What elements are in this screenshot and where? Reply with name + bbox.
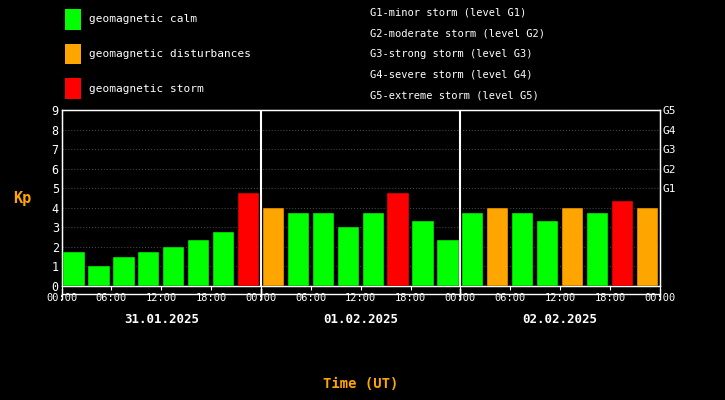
- Bar: [437, 240, 458, 286]
- Text: 01.02.2025: 01.02.2025: [323, 313, 398, 326]
- Bar: [188, 240, 210, 286]
- Bar: [288, 213, 309, 286]
- Bar: [463, 213, 484, 286]
- Text: G4-severe storm (level G4): G4-severe storm (level G4): [370, 70, 532, 80]
- Bar: [263, 208, 284, 286]
- Text: G2-moderate storm (level G2): G2-moderate storm (level G2): [370, 28, 544, 38]
- Text: geomagnetic disturbances: geomagnetic disturbances: [88, 49, 251, 59]
- Bar: [138, 252, 160, 286]
- Text: Time (UT): Time (UT): [323, 377, 398, 391]
- Bar: [163, 247, 184, 286]
- Bar: [338, 227, 359, 286]
- Bar: [487, 208, 508, 286]
- Text: geomagnetic storm: geomagnetic storm: [88, 84, 204, 94]
- Bar: [65, 78, 81, 99]
- Bar: [213, 232, 234, 286]
- Bar: [562, 208, 583, 286]
- Text: 02.02.2025: 02.02.2025: [523, 313, 597, 326]
- Text: geomagnetic calm: geomagnetic calm: [88, 14, 196, 24]
- Text: G3-strong storm (level G3): G3-strong storm (level G3): [370, 49, 532, 59]
- Text: G1-minor storm (level G1): G1-minor storm (level G1): [370, 7, 526, 17]
- Bar: [413, 221, 434, 286]
- Bar: [587, 213, 608, 286]
- Bar: [113, 257, 135, 286]
- Text: 31.01.2025: 31.01.2025: [124, 313, 199, 326]
- Bar: [312, 213, 334, 286]
- Bar: [65, 44, 81, 64]
- Bar: [637, 208, 658, 286]
- Text: Kp: Kp: [12, 190, 31, 206]
- Bar: [64, 252, 85, 286]
- Bar: [238, 193, 259, 286]
- Bar: [512, 213, 534, 286]
- Bar: [537, 221, 558, 286]
- Bar: [65, 9, 81, 30]
- Bar: [612, 201, 633, 286]
- Bar: [88, 266, 109, 286]
- Bar: [362, 213, 384, 286]
- Text: G5-extreme storm (level G5): G5-extreme storm (level G5): [370, 91, 539, 101]
- Bar: [387, 193, 409, 286]
